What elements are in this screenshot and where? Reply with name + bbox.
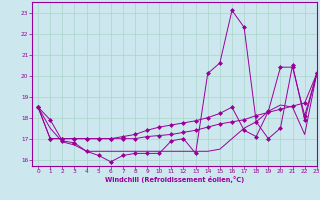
X-axis label: Windchill (Refroidissement éolien,°C): Windchill (Refroidissement éolien,°C) — [105, 176, 244, 183]
